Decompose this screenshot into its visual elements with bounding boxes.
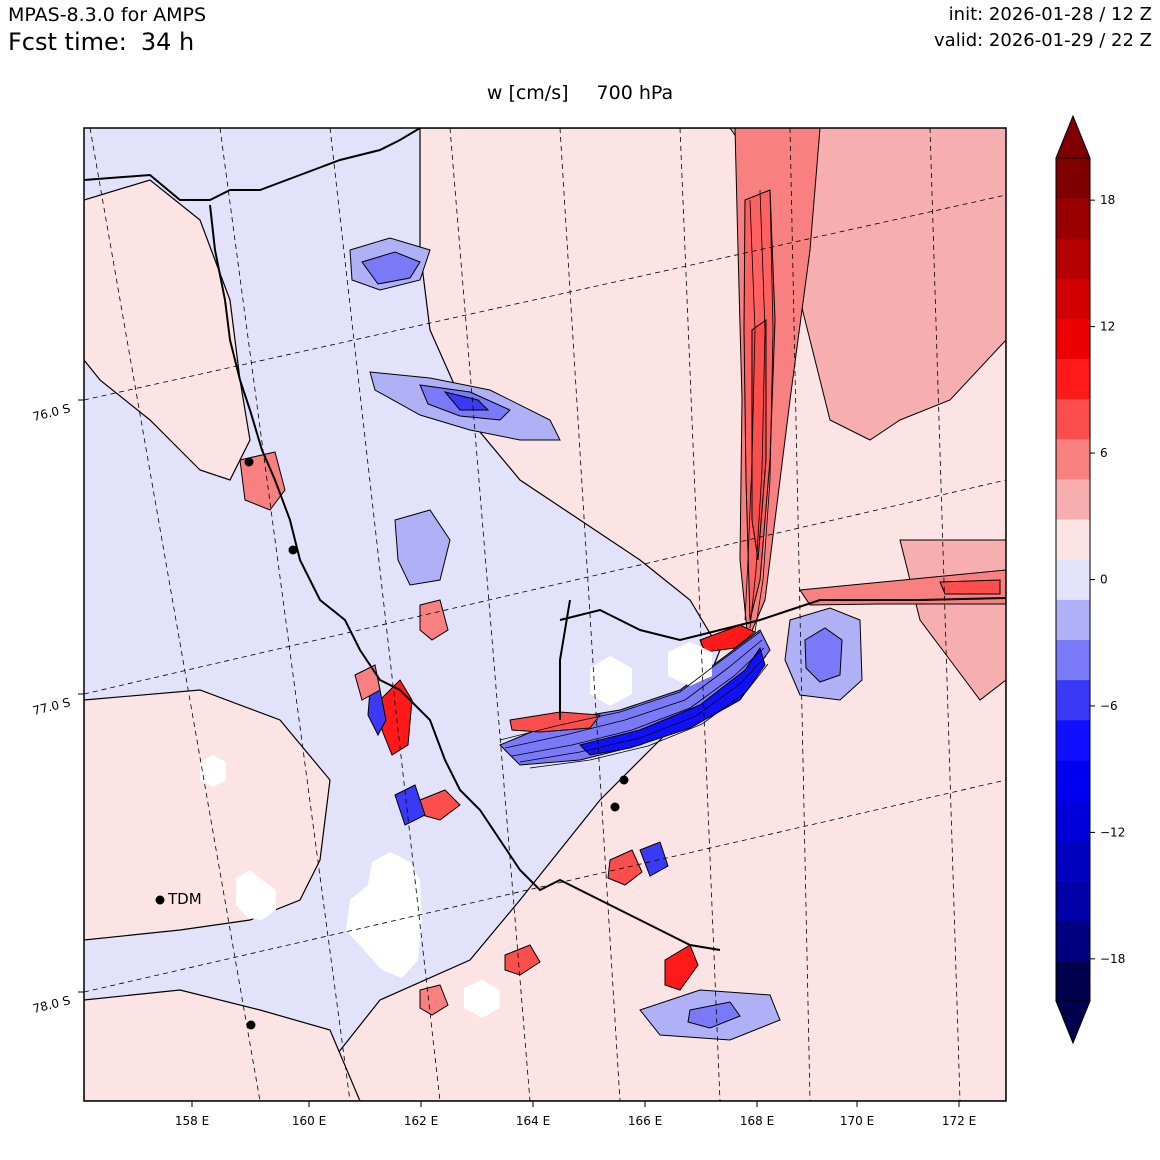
colorbar-bin (1056, 760, 1090, 801)
negative-cell-east-core (804, 627, 843, 683)
wave-cell-8-red (419, 599, 449, 641)
colorbar-bin (1056, 840, 1090, 881)
negative-streak-core-2 (443, 391, 490, 411)
missing-data-hex (236, 870, 276, 920)
lat-axis: 76.0 S 77.0 S 78.0 S (31, 399, 84, 1016)
negative-cell-north-core (361, 251, 421, 285)
missing-data-hex (668, 642, 712, 686)
lat-tick-label: 77.0 S (31, 695, 71, 718)
colorbar-bin (1056, 479, 1090, 520)
stations: TDM (155, 457, 629, 1030)
station-marker (610, 802, 620, 812)
colorbar-bin (1056, 278, 1090, 319)
positive-jet-core-2 (751, 319, 767, 561)
map-plot-area (84, 128, 1006, 1101)
model-name: MPAS-8.3.0 for AMPS (8, 4, 207, 26)
wave-cell-1-red (379, 679, 413, 756)
colorbar-bin (1056, 679, 1090, 721)
station-marker (246, 1020, 256, 1030)
colorbar-tick-label: −18 (1100, 952, 1125, 966)
wave-cell-5-red (664, 944, 699, 991)
plot-level: 700 hPa (596, 82, 674, 104)
colorbar-bin (1056, 599, 1090, 641)
negative-cell-mid (394, 509, 451, 586)
colorbar-bin (1056, 398, 1090, 440)
colorbar-bin (1056, 358, 1090, 400)
colorbar-bin (1056, 158, 1090, 199)
lon-tick-label: 164 E (516, 1114, 550, 1128)
forecast-time-value: 34 h (140, 28, 195, 56)
lon-tick-label: 160 E (292, 1114, 326, 1128)
station-marker (244, 457, 254, 467)
colorbar: 18 12 6 0 −6 −12 −18 (1055, 114, 1125, 1045)
forecast-time: Fcst time: 34 h (8, 28, 194, 56)
positive-region-southwest (84, 989, 361, 1101)
colorbar-bin (1056, 800, 1090, 841)
colorbar-bin (1056, 238, 1090, 279)
missing-data-hex (590, 656, 632, 706)
station-marker (619, 775, 629, 785)
init-time: init: 2026-01-28 / 12 Z (948, 4, 1152, 25)
colorbar-bin (1056, 198, 1090, 239)
forecast-time-label: Fcst time: (8, 28, 127, 56)
wave-cell-2-blue (394, 784, 426, 826)
wave-cell-3-blue (639, 841, 669, 877)
wave-contours (499, 189, 774, 769)
plot-title: w [cm/s] 700 hPa (0, 82, 1160, 104)
colorbar-tick-label: 12 (1100, 320, 1115, 334)
colorbar-bin (1056, 519, 1090, 560)
lon-tick-label: 168 E (740, 1114, 774, 1128)
wave-zone-north-band (499, 629, 771, 766)
colorbar-bin (1056, 639, 1090, 681)
wave-cell-4-red (504, 944, 541, 976)
positive-zonal-core (939, 579, 1001, 595)
station-marker-tdm (155, 895, 165, 905)
colorbar-bin (1056, 559, 1090, 600)
colorbar-tick-label: −6 (1100, 699, 1118, 713)
wave-cell-7-red (239, 451, 286, 511)
lon-tick-label: 166 E (628, 1114, 662, 1128)
missing-data-hex (346, 852, 422, 978)
colorbar-bin (1056, 439, 1090, 480)
lon-tick-label: 162 E (404, 1114, 438, 1128)
graticule (84, 128, 1006, 1101)
coastline (84, 128, 1006, 951)
colorbar-bin (1056, 880, 1090, 922)
colorbar-extend-high (1055, 114, 1091, 159)
colorbar-bin (1056, 318, 1090, 360)
wave-cell-6-red (419, 984, 449, 1016)
colorbar-bin (1056, 920, 1090, 962)
wave-cell-3-red (607, 849, 643, 886)
colorbar-bin (1056, 720, 1090, 761)
positive-zonal-band (799, 569, 1006, 606)
colorbar-extend-low (1055, 1000, 1091, 1045)
station-label-tdm: TDM (167, 890, 202, 908)
plot-variable: w [cm/s] (486, 82, 569, 104)
lon-axis: 158 E 160 E 162 E 164 E 166 E 168 E 170 E 172 E (175, 1101, 976, 1128)
lon-tick-label: 172 E (942, 1114, 976, 1128)
missing-data-hex (200, 755, 226, 787)
lat-tick-label: 76.0 S (31, 401, 71, 424)
valid-time: valid: 2026-01-29 / 22 Z (934, 30, 1152, 51)
wave-zone-dark-band (579, 646, 766, 756)
colorbar-tick-label: 6 (1100, 446, 1108, 460)
missing-data-hex (464, 980, 500, 1018)
negative-cell-south-core (687, 1001, 741, 1029)
station-marker (288, 545, 298, 555)
colorbar-bin (1056, 960, 1090, 1002)
colorbar-tick-label: 18 (1100, 193, 1115, 207)
map-frame (83, 127, 1007, 1102)
lat-tick-label: 78.0 S (31, 993, 71, 1016)
positive-region-south (84, 689, 331, 941)
wave-cell-9-red (354, 664, 381, 701)
colorbar-tick-label: −12 (1100, 825, 1125, 839)
lon-tick-label: 158 E (175, 1114, 209, 1128)
colorbar-tick-label: 0 (1100, 573, 1108, 587)
lon-tick-label: 170 E (840, 1114, 874, 1128)
